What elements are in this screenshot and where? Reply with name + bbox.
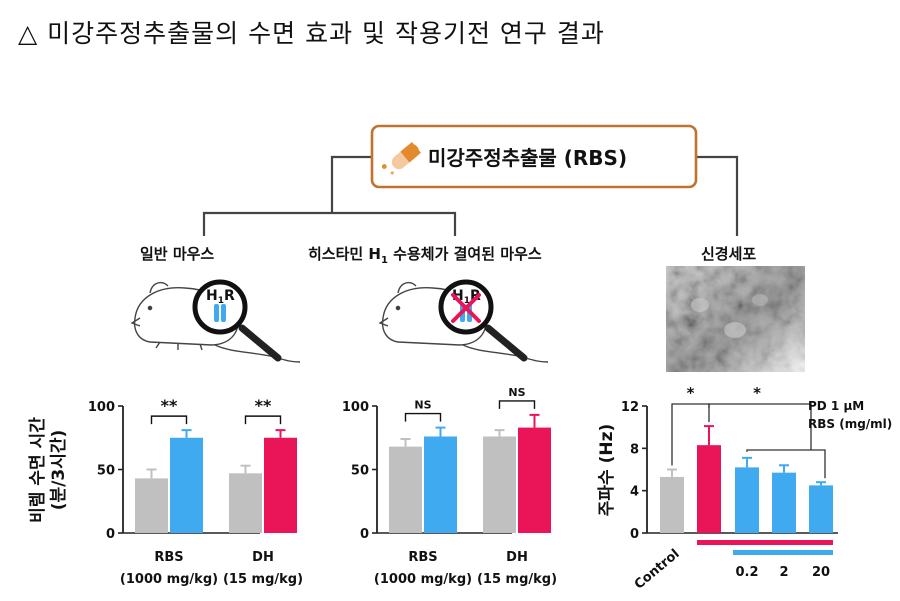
chart-nrem-ko: 0 50 100 NS RBS (1000 mg/kg) NS DH (15 mg/kg) [342, 386, 557, 587]
bar [697, 445, 721, 533]
y-tick-label: 50 [97, 464, 115, 479]
x-group-sublabel: (15 mg/kg) [477, 572, 557, 587]
neuron-micrograph [666, 266, 805, 372]
bar [772, 472, 796, 533]
x-label-control: Control [632, 547, 683, 593]
diagram-connectors [202, 155, 739, 236]
root-node: 미강주정추출물 (RBS) [370, 124, 698, 189]
mouse-eye-1 [147, 305, 153, 311]
y-tick-label: 0 [106, 527, 115, 542]
significance-label: ** [255, 396, 272, 415]
pd-treatment-line [697, 540, 833, 545]
magnifier-icon: H1R [192, 279, 282, 362]
bar [735, 467, 759, 533]
x-group-label: RBS [408, 550, 437, 565]
chart1-ylabel-line2: (분/3시간) [49, 430, 69, 511]
legend-rbs: RBS (mg/ml) [808, 417, 892, 431]
bar [518, 427, 551, 533]
bar [809, 485, 833, 533]
x-group-label: DH [506, 550, 528, 565]
x-label-dose: 0.2 [735, 565, 758, 580]
bar [135, 478, 168, 533]
legend-pd: PD 1 μM [808, 399, 864, 413]
bar [389, 446, 422, 533]
x-group-label: RBS [154, 550, 183, 565]
significance-label: * [687, 384, 695, 402]
y-tick-label: 100 [342, 400, 369, 415]
mouse-ear-2 [397, 281, 417, 294]
significance-bracket [244, 415, 282, 425]
significance-bracket [671, 403, 710, 466]
chart-nrem-normal: 0 50 100 ** RBS (1000 mg/kg) ** DH (15 mg/kg) [88, 396, 303, 587]
bar [229, 473, 262, 533]
capsule-icon [381, 141, 421, 175]
mouse-tail-2 [462, 344, 549, 363]
x-label-dose: 20 [812, 565, 830, 580]
chart1-ylabel-line1: 비렘 수면 시간 [28, 417, 48, 523]
root-label: 미강주정추출물 (RBS) [428, 146, 627, 170]
bar [264, 437, 297, 533]
y-tick-label: 100 [88, 400, 115, 415]
significance-bracket [498, 400, 536, 409]
significance-label: ** [161, 396, 178, 415]
x-group-sublabel: (1000 mg/kg) [120, 572, 218, 587]
y-tick-label: 8 [630, 442, 639, 457]
x-label-dose: 2 [779, 565, 788, 580]
significance-bracket [150, 415, 188, 425]
y-tick-label: 12 [621, 400, 639, 415]
significance-label: * [753, 384, 761, 402]
chart-frequency: 0 4 8 12 * * Control 0.2 2 20 [621, 384, 838, 593]
label-h1r-ko-mouse: 히스타민 H1 수용체가 결여된 마우스 [308, 245, 542, 266]
mouse-tail-1 [214, 344, 301, 363]
x-mark-icon [451, 293, 481, 323]
significance-bracket [746, 449, 826, 479]
x-group-sublabel: (15 mg/kg) [223, 572, 303, 587]
significance-label: NS [414, 399, 431, 412]
mouse-ear-1 [149, 281, 169, 294]
label-normal-mouse: 일반 마우스 [140, 245, 214, 263]
y-tick-label: 0 [630, 527, 639, 542]
bar [483, 436, 516, 533]
bar [660, 476, 684, 533]
mouse-nose-2 [378, 317, 389, 327]
mouse-nose-1 [130, 317, 141, 327]
receptor-icon [214, 304, 219, 322]
label-neuron: 신경세포 [701, 245, 756, 263]
mouse-feet-1 [155, 341, 203, 351]
significance-label: NS [508, 386, 525, 399]
significance-bracket [404, 412, 442, 422]
y-tick-label: 4 [630, 485, 639, 500]
x-group-label: DH [252, 550, 274, 565]
rbs-treatment-line [733, 550, 833, 555]
bar [424, 436, 457, 533]
receptor-label-1: H1R [206, 288, 235, 306]
page-title: △ 미강주정추출물의 수면 효과 및 작용기전 연구 결과 [18, 19, 605, 48]
x-group-sublabel: (1000 mg/kg) [374, 572, 472, 587]
magnifier-icon: H1R [438, 279, 528, 362]
significance-bracket [708, 403, 812, 450]
mouse-eye-2 [395, 305, 401, 311]
chart3-ylabel: 주파수 (Hz) [597, 424, 617, 517]
y-tick-label: 50 [351, 464, 369, 479]
y-tick-label: 0 [360, 527, 369, 542]
bar [170, 437, 203, 533]
